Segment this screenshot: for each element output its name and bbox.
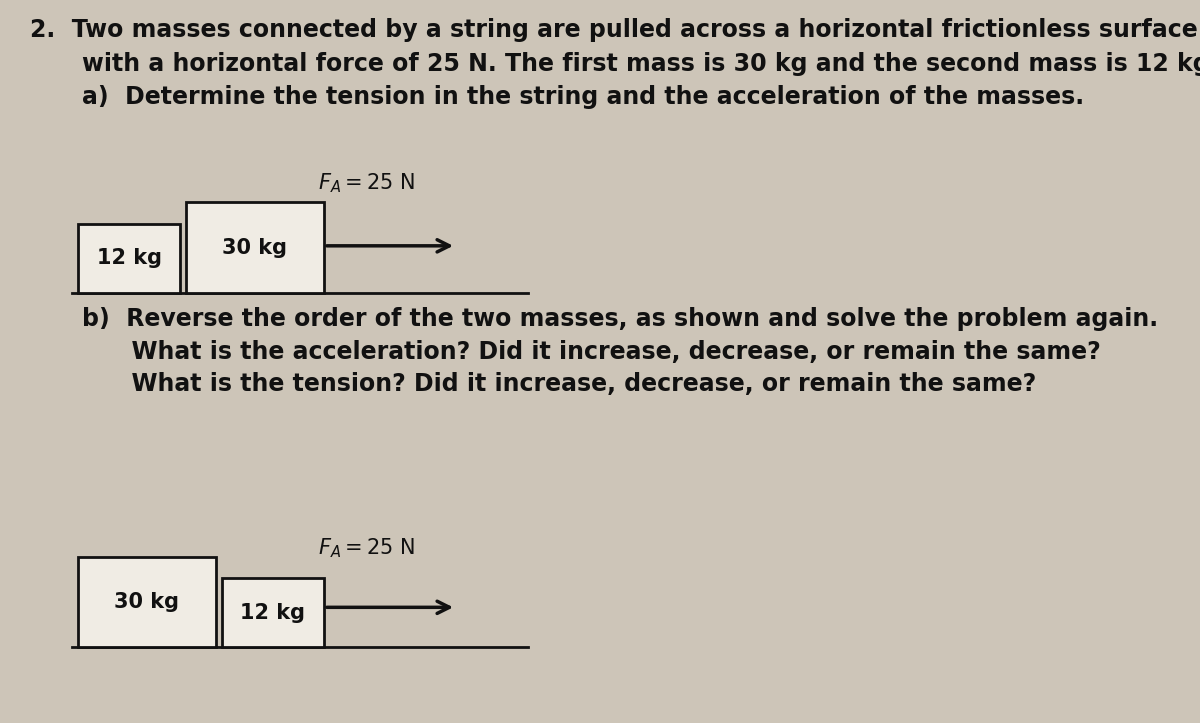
Text: 12 kg: 12 kg — [240, 603, 306, 623]
Text: 30 kg: 30 kg — [114, 592, 180, 612]
Text: $F_A = 25\ \mathrm{N}$: $F_A = 25\ \mathrm{N}$ — [318, 536, 415, 560]
Text: $F_A = 25\ \mathrm{N}$: $F_A = 25\ \mathrm{N}$ — [318, 171, 415, 195]
Bar — [186, 202, 324, 293]
Bar — [78, 557, 216, 647]
Text: 30 kg: 30 kg — [222, 238, 288, 257]
Text: b)  Reverse the order of the two masses, as shown and solve the problem again.: b) Reverse the order of the two masses, … — [82, 307, 1158, 331]
Text: What is the tension? Did it increase, decrease, or remain the same?: What is the tension? Did it increase, de… — [82, 372, 1036, 396]
Text: 12 kg: 12 kg — [96, 249, 162, 268]
Bar — [222, 578, 324, 647]
Bar — [78, 224, 180, 293]
Text: with a horizontal force of 25 N. The first mass is 30 kg and the second mass is : with a horizontal force of 25 N. The fir… — [82, 52, 1200, 76]
Text: a)  Determine the tension in the string and the acceleration of the masses.: a) Determine the tension in the string a… — [82, 85, 1084, 109]
Text: 2.  Two masses connected by a string are pulled across a horizontal frictionless: 2. Two masses connected by a string are … — [30, 18, 1198, 42]
Text: What is the acceleration? Did it increase, decrease, or remain the same?: What is the acceleration? Did it increas… — [82, 340, 1100, 364]
